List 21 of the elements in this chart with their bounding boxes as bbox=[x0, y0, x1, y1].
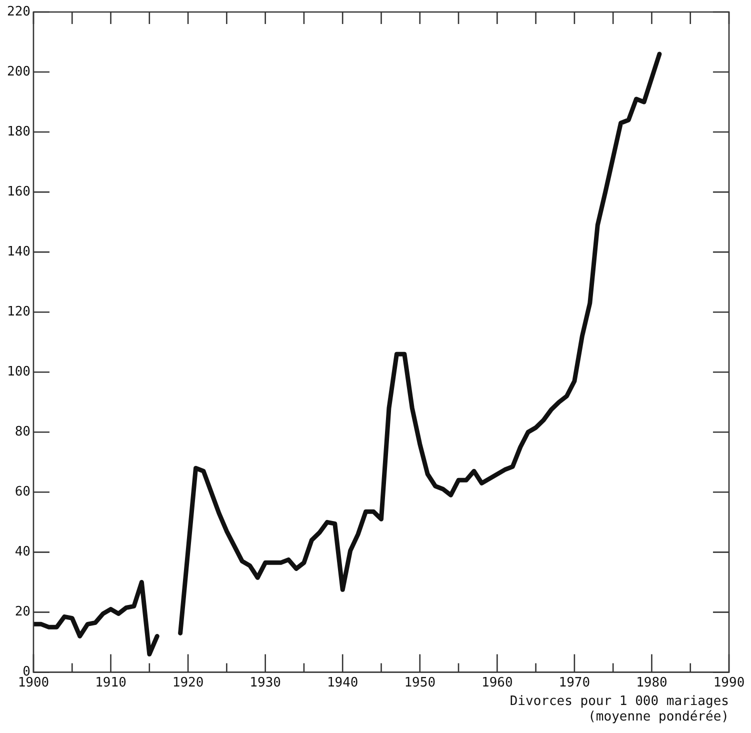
y-tick-label: 20 bbox=[14, 604, 30, 620]
x-tick-label: 1920 bbox=[172, 675, 204, 690]
y-tick-label: 200 bbox=[6, 64, 30, 80]
y-tick-label: 140 bbox=[6, 244, 30, 260]
y-tick-label: 60 bbox=[14, 484, 30, 500]
y-tick-label: 80 bbox=[14, 424, 30, 440]
y-tick-label: 220 bbox=[6, 4, 30, 20]
x-tick-label: 1950 bbox=[404, 675, 436, 690]
x-tick-label: 1980 bbox=[636, 675, 668, 690]
x-tick-label: 1930 bbox=[250, 675, 281, 690]
y-tick-label: 40 bbox=[14, 544, 30, 560]
x-axis-title: Divorces pour 1 000 mariages (moyenne pondérée) bbox=[510, 694, 729, 725]
y-tick-label: 100 bbox=[6, 364, 30, 380]
y-tick-label: 160 bbox=[6, 184, 30, 200]
x-tick-label: 1940 bbox=[326, 675, 358, 690]
x-tick-label: 1990 bbox=[713, 675, 745, 690]
x-tick-label: 1970 bbox=[558, 675, 590, 690]
x-tick-label: 1960 bbox=[482, 675, 513, 690]
y-tick-label: 120 bbox=[6, 304, 30, 320]
x-tick-label: 1910 bbox=[95, 675, 126, 690]
y-tick-label: 180 bbox=[6, 124, 30, 140]
